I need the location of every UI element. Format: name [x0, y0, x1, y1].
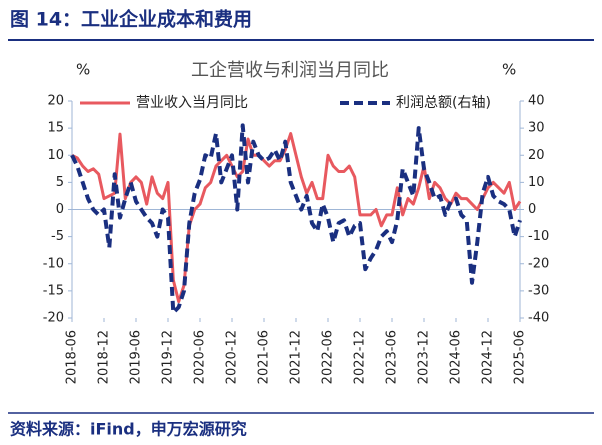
x-tick-label: 2025-06 — [513, 330, 528, 384]
x-tick-label: 2020-12 — [225, 330, 240, 384]
x-tick-label: 2024-06 — [449, 330, 464, 384]
chart-title: 工企营收与利润当月同比 — [191, 60, 389, 81]
y-unit: % — [76, 61, 90, 79]
y-tick-label: -15 — [43, 283, 64, 298]
series-line — [71, 132, 522, 304]
legend-label: 营业收入当月同比 — [136, 95, 248, 111]
x-tick-label: 2021-12 — [289, 330, 304, 384]
y2-tick-label: -10 — [528, 229, 549, 244]
page-header: 图 14：工业企业成本和费用 — [10, 8, 252, 31]
x-tick-label: 2022-12 — [353, 330, 368, 384]
source-note: 资料来源：iFind，申万宏源研究 — [10, 420, 247, 439]
y2-tick-label: 20 — [528, 148, 545, 163]
y-tick-label: 15 — [47, 121, 64, 136]
y-tick-label: 10 — [47, 148, 64, 163]
series-line — [70, 123, 522, 315]
y2-tick-label: -40 — [528, 311, 549, 326]
x-tick-label: 2021-06 — [257, 330, 272, 384]
x-tick-label: 2018-06 — [65, 330, 80, 384]
y2-tick-label: -20 — [528, 256, 549, 271]
x-tick-label: 2023-06 — [385, 330, 400, 384]
x-tick-label: 2024-12 — [481, 330, 496, 384]
x-tick-label: 2022-06 — [321, 330, 336, 384]
y-tick-label: 5 — [56, 175, 64, 190]
y2-tick-label: 10 — [528, 175, 545, 190]
y-tick-label: 20 — [47, 94, 64, 109]
y2-tick-label: 0 — [528, 202, 536, 217]
y-tick-label: 0 — [56, 202, 64, 217]
x-tick-label: 2019-12 — [161, 330, 176, 384]
y2-tick-label: 30 — [528, 121, 545, 136]
legend-label: 利润总额(右轴) — [396, 95, 491, 111]
y2-unit: % — [502, 61, 516, 79]
x-tick-label: 2018-12 — [97, 330, 112, 384]
x-tick-label: 2023-12 — [417, 330, 432, 384]
y-tick-label: -10 — [43, 256, 64, 271]
y2-tick-label: -30 — [528, 283, 549, 298]
y-tick-label: -5 — [51, 229, 64, 244]
x-tick-label: 2019-06 — [129, 330, 144, 384]
x-tick-label: 2020-06 — [193, 330, 208, 384]
y2-tick-label: 40 — [528, 94, 545, 109]
y-tick-label: -20 — [43, 311, 64, 326]
